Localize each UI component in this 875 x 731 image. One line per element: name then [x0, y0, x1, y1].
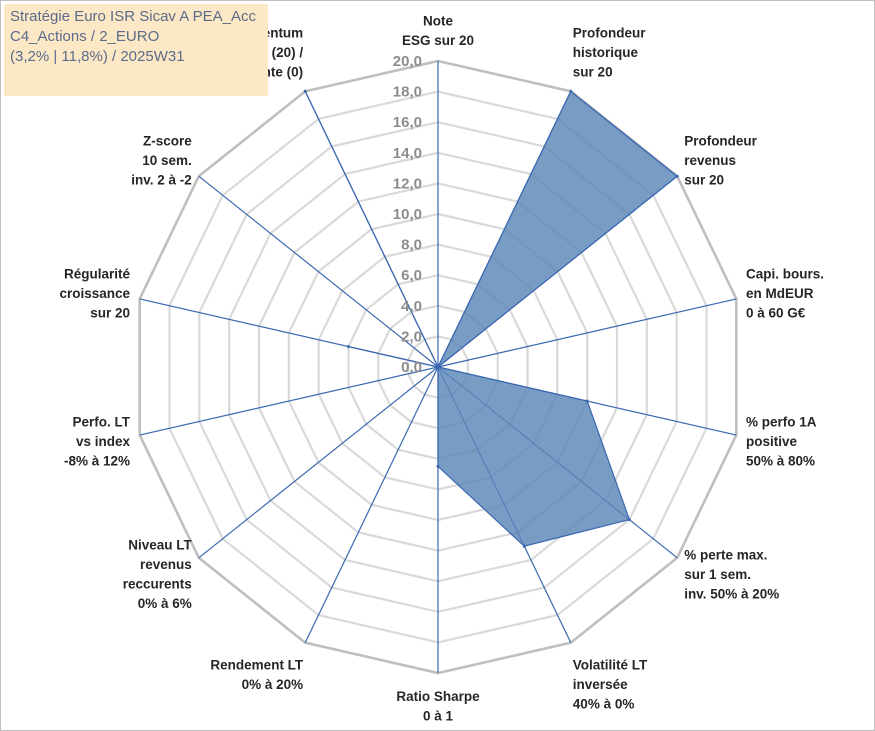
axis-label-line: Rendement LT: [210, 657, 304, 672]
tick-label: 8,0: [401, 237, 422, 254]
tick-label: 16,0: [393, 114, 422, 131]
tick-label: 10,0: [393, 206, 422, 223]
axis-label-line: Capi. bours.: [746, 267, 824, 282]
axis-label-line: 0% à 20%: [242, 677, 304, 692]
chart-title-line-2: C4_Actions / 2_EURO: [10, 28, 160, 45]
tick-label: 20,0: [393, 53, 422, 70]
axis-label-line: sur 20: [90, 306, 130, 321]
tick-label: 6,0: [401, 267, 422, 284]
radar-point: [303, 89, 307, 93]
radar-point: [675, 174, 679, 178]
radar-point: [436, 464, 440, 468]
axis-label-line: Z-score: [143, 134, 192, 149]
axis-label-line: 40% à 0%: [573, 696, 635, 711]
axis-label: Perfo. LT vs index -8% à 12%: [64, 414, 131, 468]
axis-label-line: Note: [423, 14, 453, 29]
axis-label-line: Niveau LT: [128, 538, 192, 553]
axis-label: Capi. bours. en MdEUR 0 à 60 G€: [746, 267, 824, 321]
radar-series: [303, 89, 679, 548]
tick-label: 0,0: [401, 359, 422, 376]
radar-point: [347, 345, 350, 349]
axis-label: Profondeur revenus sur 20: [684, 134, 757, 188]
axis-label-line: vs index: [76, 434, 131, 449]
axis-label-line: sur 20: [573, 65, 613, 80]
radar-point: [436, 365, 440, 369]
axis-label-line: 0 à 60 G€: [746, 306, 806, 321]
axis-label: Z-score 10 sem. inv. 2 à -2: [131, 134, 192, 188]
radar-axis-line: [198, 366, 439, 559]
axis-label: Rendement LT 0% à 20%: [210, 657, 304, 692]
axis-label: Ratio Sharpe 0 à 1: [396, 689, 480, 724]
radar-axis-line: [139, 366, 439, 436]
axis-label-line: 50% à 80%: [746, 453, 815, 468]
axis-label-line: revenus: [140, 557, 192, 572]
axis-label: % perte max. sur 1 sem. inv. 50% à 20%: [684, 548, 779, 602]
axis-label-line: Régularité: [64, 267, 131, 282]
axis-label-line: Profondeur: [573, 26, 646, 41]
axis-label-line: reccurents: [123, 577, 192, 592]
axis-label-line: Volatilité LT: [573, 657, 648, 672]
axis-label-line: inv. 2 à -2: [131, 173, 192, 188]
tick-label: 2,0: [401, 328, 422, 345]
chart-title-line-1: Stratégie Euro ISR Sicav A PEA_Acc: [10, 8, 256, 25]
axis-label-line: % perte max.: [684, 548, 767, 563]
radar-tick-labels: 0,0 2,0 4,0 6,0 8,0 10,0 12,0 14,0 16,0 18,0 20,0: [393, 53, 422, 376]
axis-label-line: -8% à 12%: [64, 453, 130, 468]
axis-label-line: inversée: [573, 677, 628, 692]
axis-label: % perfo 1A positive 50% à 80%: [746, 414, 817, 468]
axis-label-line: en MdEUR: [746, 286, 814, 301]
tick-label: 14,0: [393, 145, 422, 162]
axis-label-line: positive: [746, 434, 798, 449]
axis-label-line: % perfo 1A: [746, 414, 817, 429]
radar-point: [627, 518, 631, 522]
axis-label-line: 0% à 6%: [138, 596, 192, 611]
axis-label-line: historique: [573, 45, 639, 60]
axis-label-line: sur 1 sem.: [684, 567, 751, 582]
tick-label: 4,0: [401, 298, 422, 315]
tick-label: 18,0: [393, 84, 422, 101]
axis-label: Profondeur historique sur 20: [573, 26, 646, 80]
axis-label-line: sur 20: [684, 173, 724, 188]
axis-label: Volatilité LT inversée 40% à 0%: [573, 657, 648, 711]
radar-axis-line: [437, 298, 737, 368]
axis-label-line: croissance: [59, 286, 130, 301]
axis-label-line: Profondeur: [684, 134, 757, 149]
axis-label-line: revenus: [684, 153, 736, 168]
axis-label-line: inv. 50% à 20%: [684, 587, 779, 602]
axis-label-line: Perfo. LT: [72, 414, 130, 429]
axis-label-line: 10 sem.: [142, 153, 192, 168]
radar-point: [522, 544, 526, 548]
axis-label: Niveau LT revenus reccurents 0% à 6%: [123, 538, 193, 612]
axis-label-line: 0 à 1: [423, 709, 454, 724]
chart-title-box: Stratégie Euro ISR Sicav A PEA_Acc C4_Ac…: [4, 4, 268, 96]
radar-axis-line: [304, 366, 439, 643]
axis-label: Régularité croissance sur 20: [59, 267, 130, 321]
axis-label-line: ESG sur 20: [402, 33, 474, 48]
axis-label-line: Ratio Sharpe: [396, 689, 480, 704]
radar-point: [585, 399, 589, 403]
radar-point: [569, 89, 573, 93]
tick-label: 12,0: [393, 175, 422, 192]
chart-title-line-3: (3,2% | 11,8%) / 2025W31: [10, 48, 185, 65]
axis-label: Note ESG sur 20: [402, 14, 474, 49]
radar-axis-line: [198, 175, 439, 368]
